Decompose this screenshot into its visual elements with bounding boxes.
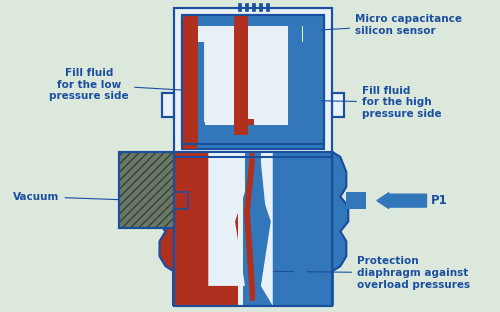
Polygon shape (261, 152, 273, 306)
Polygon shape (332, 152, 348, 306)
Bar (174, 8, 332, 157)
Bar (184, 18, 198, 149)
Bar (252, 3, 255, 11)
Bar (266, 3, 269, 11)
Bar (234, 15, 248, 135)
Bar (259, 3, 262, 11)
Bar (294, 205, 335, 217)
Text: Fill fluid
for the low
pressure side: Fill fluid for the low pressure side (50, 68, 188, 101)
Bar (332, 93, 344, 117)
Bar (190, 26, 316, 141)
Text: Fill fluid
for the high
pressure side: Fill fluid for the high pressure side (310, 86, 442, 119)
Bar (190, 24, 316, 135)
Bar (174, 152, 238, 306)
Polygon shape (332, 152, 348, 306)
Bar (184, 152, 198, 306)
Bar (198, 32, 308, 127)
FancyArrow shape (377, 193, 426, 208)
Polygon shape (244, 152, 261, 301)
Bar (206, 40, 300, 119)
Bar (174, 152, 332, 306)
Bar (238, 3, 241, 11)
Bar (182, 15, 324, 144)
Bar (238, 42, 254, 125)
Text: Micro capacitance
silicon sensor: Micro capacitance silicon sensor (302, 14, 462, 36)
Bar (346, 192, 366, 208)
Bar (174, 152, 332, 306)
Bar (162, 93, 173, 117)
Bar (119, 152, 174, 228)
Bar (302, 26, 316, 42)
Bar (198, 34, 308, 133)
Polygon shape (250, 152, 266, 301)
Polygon shape (158, 152, 174, 306)
Bar (243, 152, 332, 306)
Bar (174, 192, 188, 208)
Bar (245, 3, 248, 11)
Text: P1: P1 (430, 194, 447, 207)
Bar (182, 15, 324, 144)
Bar (190, 24, 316, 135)
Bar (162, 93, 173, 117)
Bar (190, 26, 316, 141)
Bar (160, 205, 198, 217)
Bar (119, 152, 174, 228)
Polygon shape (158, 152, 174, 306)
Bar (184, 26, 198, 42)
Bar (332, 93, 344, 117)
Bar (294, 152, 308, 306)
Text: Protection
diaphragm against
overload pressures: Protection diaphragm against overload pr… (256, 256, 470, 290)
Bar (184, 15, 198, 144)
Polygon shape (208, 152, 245, 306)
Bar (206, 42, 300, 125)
Bar (174, 8, 332, 157)
Bar (302, 42, 316, 125)
Bar (119, 152, 174, 228)
Bar (198, 32, 308, 127)
Bar (288, 24, 302, 127)
Bar (190, 26, 316, 42)
Bar (182, 18, 324, 149)
Text: Vacuum: Vacuum (13, 192, 144, 202)
Bar (198, 34, 308, 133)
Bar (248, 40, 288, 119)
